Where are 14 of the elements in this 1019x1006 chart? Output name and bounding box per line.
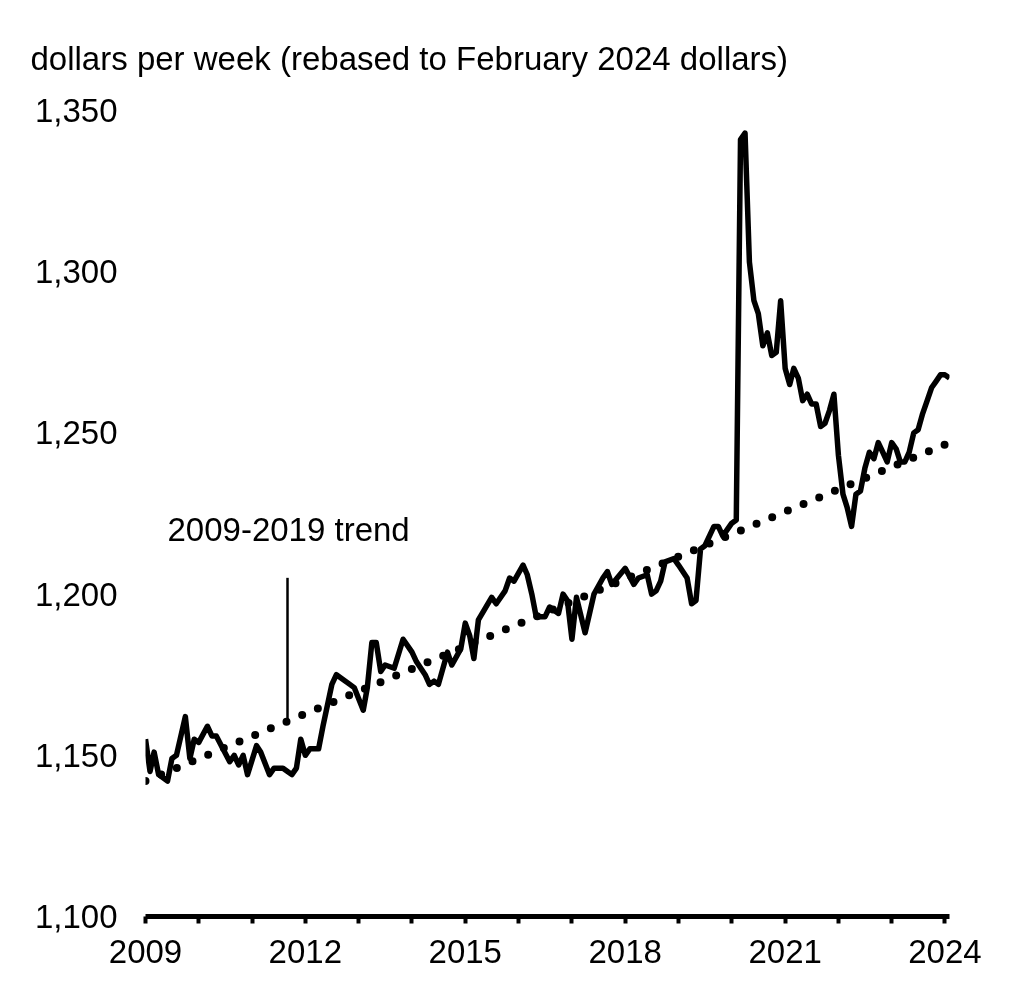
- y-axis-title: dollars per week (rebased to February 2024 dollars): [30, 39, 789, 77]
- x-tick-label: 2009: [108, 932, 183, 970]
- x-tick-label: 2012: [268, 932, 343, 970]
- y-tick-label: 1,250: [34, 414, 118, 452]
- y-tick-label: 1,200: [34, 575, 118, 613]
- x-tick-label: 2018: [588, 932, 662, 970]
- y-tick-label: 1,350: [34, 92, 118, 129]
- y-tick-label: 1,300: [34, 253, 118, 291]
- x-tick-label: 2021: [748, 932, 822, 970]
- annotation: 2009-2019 trend: [167, 511, 410, 549]
- y-tick-label: 1,100: [34, 898, 118, 935]
- y-tick-label: 1,150: [34, 736, 118, 774]
- x-tick-label: 2024: [908, 932, 982, 970]
- x-tick-label: 2015: [428, 932, 502, 970]
